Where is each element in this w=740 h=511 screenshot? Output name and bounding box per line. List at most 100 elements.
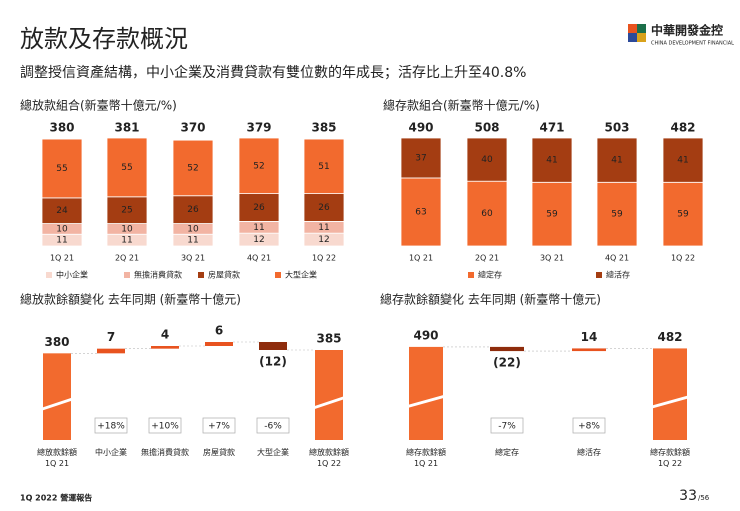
segment-label: 10: [56, 224, 68, 234]
segment-label: 12: [253, 235, 264, 245]
x-tick-label: 3Q 21: [540, 254, 564, 263]
axis-break: [314, 396, 344, 410]
x-tick-label: 大型企業: [257, 447, 289, 457]
annotation: +7%: [208, 422, 230, 432]
logo-en: CHINA DEVELOPMENT FINANCIAL: [651, 41, 734, 47]
segment-label: 11: [121, 236, 132, 246]
total-label: 380: [49, 121, 74, 135]
annotation-box: [148, 417, 182, 434]
total-label: 490: [408, 121, 433, 135]
x-tick-label: 2Q 21: [115, 254, 139, 263]
segment-label: 55: [121, 163, 132, 173]
bar-segment: [400, 177, 442, 247]
delta-bar: [259, 342, 287, 350]
value-label: 6: [215, 324, 223, 338]
x-tick-label: 總存款餘額 1Q 21: [406, 447, 446, 468]
segment-label: 51: [318, 162, 329, 172]
delta-bar: [151, 346, 179, 349]
bar-segment: [596, 181, 638, 247]
value-label: 482: [657, 330, 682, 344]
bar-segment: [662, 181, 704, 247]
annotation-box: [256, 417, 290, 434]
x-tick-label: 2Q 21: [475, 254, 499, 263]
total-bar: [315, 350, 343, 440]
segment-label: 59: [546, 210, 558, 220]
bar-segment: [303, 193, 345, 222]
logo-block: [637, 33, 646, 42]
bar-segment: [106, 137, 148, 198]
annotation: -7%: [498, 422, 516, 432]
bar-segment: [303, 138, 345, 195]
x-tick-label: 1Q 21: [50, 254, 74, 263]
legend-label: 總活存: [606, 270, 630, 280]
axis-break: [42, 397, 72, 411]
x-tick-label: 總放款餘額 1Q 21: [37, 447, 77, 468]
total-label: 508: [474, 121, 499, 135]
total-bar: [409, 346, 443, 440]
segment-label: 37: [415, 153, 426, 163]
logo-name: 中華開發金控: [651, 23, 723, 38]
x-tick-label: 1Q 22: [312, 254, 336, 263]
annotation: +10%: [151, 422, 179, 432]
bar-segment: [531, 181, 573, 247]
annotation-box: [202, 417, 236, 434]
segment-label: 10: [121, 224, 133, 234]
segment-label: 41: [677, 156, 688, 166]
chart-title: 總放款餘額變化 去年同期 (新臺幣十億元): [20, 292, 241, 307]
value-label: 380: [44, 335, 69, 349]
axis-break: [408, 394, 444, 408]
value-label: 14: [581, 330, 598, 344]
segment-label: 11: [187, 236, 198, 246]
page-total: /56: [698, 494, 710, 502]
bar-segment: [466, 180, 508, 247]
footer: 1Q 2022 營運報告: [20, 493, 92, 503]
logo: 中華開發金控 CHINA DEVELOPMENT FINANCIAL: [628, 23, 734, 47]
value-label: (22): [493, 356, 521, 370]
legend-swatch: [596, 272, 602, 278]
subtitle: 調整授信資產結構，中小企業及消費貸款有雙位數的年成長；活存比上升至40.8%: [20, 64, 526, 81]
segment-label: 24: [56, 206, 68, 216]
segment-label: 59: [677, 210, 689, 220]
segment-label: 52: [187, 163, 198, 173]
segment-label: 60: [481, 209, 493, 219]
legend-swatch: [124, 272, 130, 278]
legend-swatch: [468, 272, 474, 278]
x-tick-label: 無擔消費貸款: [141, 447, 189, 457]
delta-bar: [572, 348, 606, 352]
total-bar: [43, 353, 71, 440]
segment-label: 11: [318, 223, 329, 233]
total-bar: [653, 348, 687, 440]
segment-label: 41: [611, 156, 622, 166]
segment-label: 26: [187, 205, 199, 215]
bar-segment: [662, 137, 704, 183]
page-title: 放款及存款概況: [20, 25, 188, 53]
bar-segment: [596, 137, 638, 183]
legend-swatch: [46, 272, 52, 278]
segment-label: 11: [253, 223, 264, 233]
x-tick-label: 房屋貸款: [203, 447, 235, 457]
value-label: 490: [413, 328, 438, 342]
bar-segment: [172, 139, 214, 197]
segment-label: 11: [56, 236, 67, 246]
total-label: 471: [539, 121, 564, 135]
annotation: +18%: [97, 422, 125, 432]
legend-label: 總定存: [478, 270, 502, 280]
x-tick-label: 4Q 21: [247, 254, 271, 263]
legend-swatch: [198, 272, 204, 278]
bar-segment: [41, 197, 83, 224]
segment-label: 40: [481, 155, 493, 165]
delta-bar: [490, 346, 524, 352]
logo-block: [628, 33, 637, 42]
x-tick-label: 總定存: [495, 447, 519, 457]
segment-label: 12: [318, 235, 329, 245]
total-label: 370: [180, 121, 205, 135]
segment-label: 55: [56, 164, 67, 174]
value-label: 385: [316, 332, 341, 346]
bar-segment: [466, 137, 508, 182]
segment-label: 52: [253, 161, 264, 171]
x-tick-label: 總活存: [577, 447, 601, 457]
segment-label: 25: [121, 206, 132, 216]
legend-swatch: [275, 272, 281, 278]
x-tick-label: 1Q 21: [409, 254, 433, 263]
